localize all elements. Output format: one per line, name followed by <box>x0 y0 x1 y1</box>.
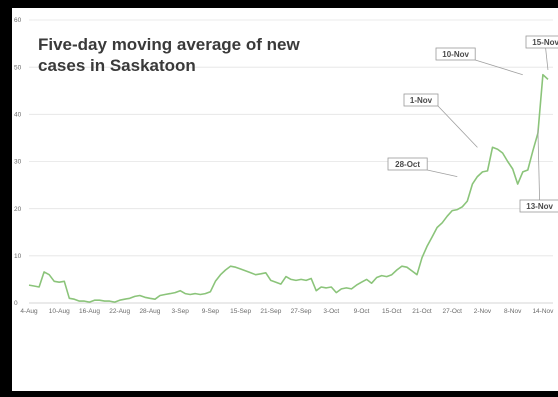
series-line <box>28 73 549 303</box>
y-tick-label-10: 10 <box>14 253 22 260</box>
callout-leader-1-nov <box>437 105 478 148</box>
x-tick-label-4: 22-Aug <box>109 308 130 315</box>
callout-box-10-nov <box>435 47 476 61</box>
x-tick-label-6: 3-Sep <box>171 308 189 315</box>
chart-title-line-2: cases in Saskatoon <box>38 56 196 75</box>
callout-label-1-nov: 1-Nov <box>410 96 433 105</box>
x-tick-label-5: 28-Aug <box>139 308 160 315</box>
y-tick-label-20: 20 <box>14 206 22 213</box>
callout-leader-28-oct <box>427 169 458 177</box>
series-cases <box>28 73 549 303</box>
x-axis-ticks: 4-Aug 10-Aug 16-Aug 22-Aug 28-Aug 3-Sep 9-Sep 1… <box>20 308 554 315</box>
x-tick-label-8: 15-Sep <box>230 308 251 315</box>
grid-lines <box>29 19 553 304</box>
x-tick-label-1: 4-Aug <box>20 308 38 315</box>
chart-title: Five-day moving average of new cases in … <box>38 34 300 76</box>
x-tick-label-11: 3-Oct <box>323 308 339 315</box>
callout-leader-10-nov <box>475 59 523 76</box>
x-tick-label-18: 14-Nov <box>532 308 554 315</box>
y-axis-ticks: 0 10 20 30 40 50 60 <box>14 17 22 307</box>
line-chart: 0 10 20 30 40 50 60 4-Aug 10-Aug 16-Aug 22-Aug 28-… <box>14 17 558 315</box>
callout-label-28-oct: 28-Oct <box>395 160 420 169</box>
x-tick-label-10: 27-Sep <box>291 308 312 315</box>
y-tick-label-60: 60 <box>14 17 22 24</box>
x-tick-label-3: 16-Aug <box>79 308 100 315</box>
callout-label-15-nov: 15-Nov <box>532 38 558 47</box>
x-tick-label-12: 9-Oct <box>354 308 370 315</box>
y-tick-label-30: 30 <box>14 159 22 166</box>
callout-label-10-nov: 10-Nov <box>442 50 469 59</box>
callout-box-28-oct <box>387 157 428 171</box>
y-tick-label-0: 0 <box>14 300 18 307</box>
y-tick-label-40: 40 <box>14 112 22 119</box>
callout-box-13-nov <box>519 199 558 213</box>
x-tick-label-2: 10-Aug <box>49 308 70 315</box>
x-tick-label-7: 9-Sep <box>202 308 220 315</box>
callout-label-13-nov: 13-Nov <box>526 202 553 211</box>
x-tick-label-13: 15-Oct <box>382 308 402 315</box>
annotations: 10-Nov 15-Nov 1-Nov 28-Oct 13-Nov <box>387 35 558 213</box>
chart-title-line-1: Five-day moving average of new <box>38 35 300 54</box>
callout-leader-13-nov <box>537 128 540 201</box>
x-tick-label-9: 21-Sep <box>260 308 281 315</box>
chart-card: 0 10 20 30 40 50 60 4-Aug 10-Aug 16-Aug 22-Aug 28-… <box>12 8 558 391</box>
callout-box-1-nov <box>403 93 439 107</box>
x-tick-label-17: 8-Nov <box>504 308 522 315</box>
callout-leader-15-nov <box>545 47 549 71</box>
x-tick-label-14: 21-Oct <box>412 308 432 315</box>
x-tick-label-15: 27-Oct <box>442 308 462 315</box>
x-tick-label-16: 2-Nov <box>474 308 492 315</box>
callout-box-15-nov <box>525 35 558 49</box>
y-tick-label-50: 50 <box>14 64 22 71</box>
